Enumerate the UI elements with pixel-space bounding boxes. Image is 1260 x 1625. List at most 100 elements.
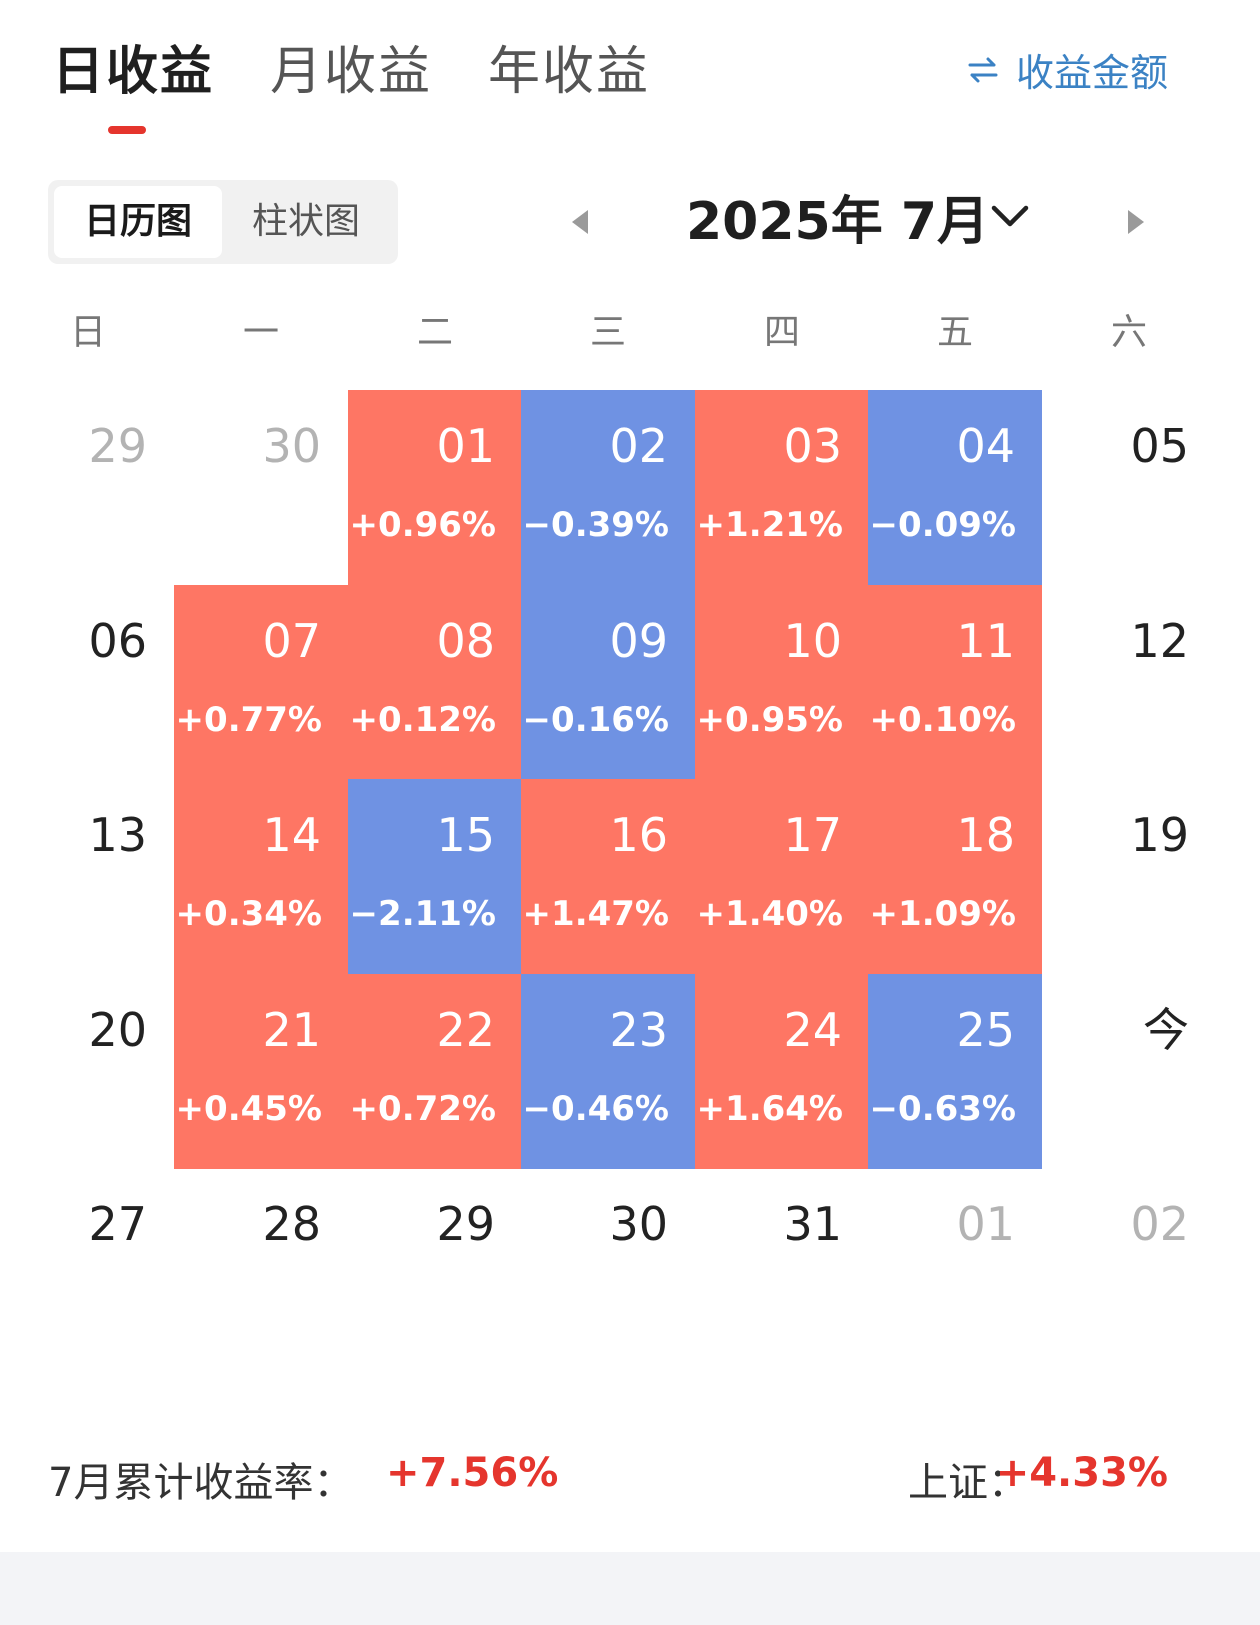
calendar-day[interactable]: 01 xyxy=(868,1168,1042,1363)
bottom-divider xyxy=(0,1552,1260,1625)
calendar-day[interactable]: 16 +1.47% xyxy=(521,779,695,974)
tab-yearly-profit[interactable]: 年收益 xyxy=(488,42,651,102)
month-navigation: 2025年 7月 xyxy=(540,180,1180,264)
calendar-day[interactable]: 23 −0.46% xyxy=(521,974,695,1169)
day-return: +0.12% xyxy=(349,700,496,740)
calendar-day[interactable]: 31 xyxy=(695,1168,869,1363)
day-return: +0.34% xyxy=(175,894,322,934)
weekday-header: 日 一 二 三 四 五 六 xyxy=(0,305,1260,365)
day-number: 08 xyxy=(436,614,495,668)
day-return: −0.16% xyxy=(522,700,669,740)
day-number: 01 xyxy=(956,1197,1015,1251)
day-number: 30 xyxy=(262,419,321,473)
day-number: 30 xyxy=(609,1197,668,1251)
toggle-label: 收益金额 xyxy=(1015,51,1168,95)
calendar-day[interactable]: 27 xyxy=(0,1168,174,1363)
calendar-day[interactable]: 09 −0.16% xyxy=(521,585,695,780)
weekday-label: 一 xyxy=(242,312,279,353)
calendar-day[interactable]: 04 −0.09% xyxy=(868,390,1042,585)
day-return: −0.63% xyxy=(869,1089,1016,1129)
day-return: +0.45% xyxy=(175,1089,322,1129)
calendar-day[interactable]: 02 xyxy=(1042,1168,1216,1363)
profit-tabs: 日收益 月收益 年收益 xyxy=(52,30,1260,140)
day-number: 23 xyxy=(609,1003,668,1057)
calendar-day[interactable]: 08 +0.12% xyxy=(348,585,522,780)
triangle-right-icon[interactable] xyxy=(1118,202,1154,242)
weekday-label: 三 xyxy=(589,312,626,353)
index-return-value: +4.33% xyxy=(995,1450,1168,1496)
weekday-label: 六 xyxy=(1110,312,1147,353)
calendar-day[interactable]: 10 +0.95% xyxy=(695,585,869,780)
calendar-day[interactable]: 21 +0.45% xyxy=(174,974,348,1169)
calendar-day[interactable]: 01 +0.96% xyxy=(348,390,522,585)
index-label: 上证： xyxy=(908,1460,1028,1506)
calendar-day[interactable]: 02 −0.39% xyxy=(521,390,695,585)
calendar-day[interactable]: 05 xyxy=(1042,390,1216,585)
calendar-day[interactable]: 06 xyxy=(0,585,174,780)
monthly-return-label: 7月累计收益率： xyxy=(48,1460,354,1506)
monthly-return-value: +7.56% xyxy=(386,1450,559,1496)
day-number: 05 xyxy=(1130,419,1189,473)
day-return: −0.39% xyxy=(522,505,669,545)
calendar-day[interactable]: 29 xyxy=(348,1168,522,1363)
bar-view-button[interactable]: 柱状图 xyxy=(251,201,360,242)
day-number: 24 xyxy=(783,1003,842,1057)
weekday-label: 二 xyxy=(416,312,453,353)
weekday-label: 四 xyxy=(763,312,800,353)
triangle-left-icon[interactable] xyxy=(562,202,598,242)
calendar-day[interactable]: 03 +1.21% xyxy=(695,390,869,585)
calendar-day[interactable]: 30 xyxy=(174,390,348,585)
calendar-day[interactable]: 28 xyxy=(174,1168,348,1363)
month-title[interactable]: 2025年 7月 xyxy=(686,192,990,252)
calendar-day[interactable]: 25 −0.63% xyxy=(868,974,1042,1169)
day-number: 18 xyxy=(956,808,1015,862)
day-return: +1.09% xyxy=(869,894,1016,934)
tab-daily-profit[interactable]: 日收益 xyxy=(52,42,215,102)
day-number: 29 xyxy=(436,1197,495,1251)
calendar-day[interactable]: 15 −2.11% xyxy=(348,779,522,974)
day-return: +0.10% xyxy=(869,700,1016,740)
day-number: 22 xyxy=(436,1003,495,1057)
chevron-down-icon[interactable] xyxy=(988,200,1032,232)
day-return: +0.96% xyxy=(349,505,496,545)
day-number: 15 xyxy=(436,808,495,862)
profit-amount-toggle[interactable]: 收益金额 xyxy=(966,42,1168,97)
day-return: +0.72% xyxy=(349,1089,496,1129)
day-return: +1.40% xyxy=(696,894,843,934)
calendar-day[interactable]: 18 +1.09% xyxy=(868,779,1042,974)
calendar-day[interactable]: 13 xyxy=(0,779,174,974)
tab-monthly-profit[interactable]: 月收益 xyxy=(270,42,433,102)
day-return: −0.46% xyxy=(522,1089,669,1129)
day-number: 11 xyxy=(956,614,1015,668)
day-number: 14 xyxy=(262,808,321,862)
day-number: 01 xyxy=(436,419,495,473)
calendar-day[interactable]: 11 +0.10% xyxy=(868,585,1042,780)
calendar-day[interactable]: 24 +1.64% xyxy=(695,974,869,1169)
day-number: 31 xyxy=(783,1197,842,1251)
calendar-day[interactable]: 30 xyxy=(521,1168,695,1363)
day-number: 29 xyxy=(88,419,147,473)
day-return: +0.95% xyxy=(696,700,843,740)
calendar-day[interactable]: 12 xyxy=(1042,585,1216,780)
calendar-day[interactable]: 22 +0.72% xyxy=(348,974,522,1169)
calendar-day[interactable]: 19 xyxy=(1042,779,1216,974)
calendar-day[interactable]: 07 +0.77% xyxy=(174,585,348,780)
day-number: 19 xyxy=(1130,808,1189,862)
day-return: +1.64% xyxy=(696,1089,843,1129)
calendar-day[interactable]: 17 +1.40% xyxy=(695,779,869,974)
calendar-view-button[interactable]: 日历图 xyxy=(54,186,222,258)
day-number: 28 xyxy=(262,1197,321,1251)
swap-icon xyxy=(968,57,998,82)
calendar-day[interactable]: 29 xyxy=(0,390,174,585)
calendar-day-today[interactable]: 今 xyxy=(1042,974,1216,1169)
weekday-label: 五 xyxy=(936,312,973,353)
day-number: 07 xyxy=(262,614,321,668)
day-number: 17 xyxy=(783,808,842,862)
calendar-day[interactable]: 20 xyxy=(0,974,174,1169)
day-number: 今 xyxy=(1143,1003,1189,1057)
weekday-label: 日 xyxy=(69,312,106,353)
day-number: 12 xyxy=(1130,614,1189,668)
day-number: 20 xyxy=(88,1003,147,1057)
monthly-summary: 7月累计收益率： +7.56% 上证： +4.33% xyxy=(48,1450,1168,1510)
calendar-day[interactable]: 14 +0.34% xyxy=(174,779,348,974)
